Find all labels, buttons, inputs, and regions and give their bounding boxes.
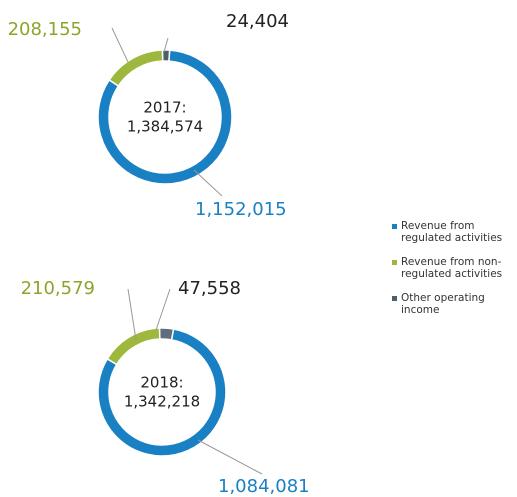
leader-line [197, 439, 263, 475]
center-title: 2018: [140, 374, 183, 392]
data-label: 210,579 [21, 278, 95, 299]
leader-line [127, 288, 137, 341]
leader-line [155, 288, 171, 331]
data-label: 208,155 [8, 19, 82, 40]
leader-line [111, 27, 129, 63]
leader-line [163, 37, 169, 53]
leader-line [193, 169, 223, 197]
legend-item: Revenue from non-regulated activities [392, 256, 517, 280]
data-label: 1,084,081 [218, 476, 310, 497]
donut-segment [108, 49, 164, 88]
legend: Revenue from regulated activities Revenue… [392, 220, 517, 328]
data-label: 47,558 [178, 278, 241, 299]
center-total: 1,384,574 [127, 118, 203, 136]
center-total: 1,342,218 [124, 393, 200, 411]
legend-label: Revenue from regulated activities [401, 220, 503, 244]
data-label: 1,152,015 [195, 199, 287, 220]
legend-item: Other operating income [392, 292, 517, 316]
legend-swatch [392, 260, 397, 265]
data-label: 24,404 [226, 11, 289, 32]
legend-item: Revenue from regulated activities [392, 220, 517, 244]
legend-swatch [392, 296, 397, 301]
donut-segment [106, 327, 161, 366]
center-title: 2017: [143, 99, 186, 117]
legend-label: Other operating income [401, 292, 485, 316]
donut-segment [97, 49, 233, 185]
legend-label: Revenue from non-regulated activities [401, 256, 503, 280]
legend-swatch [392, 224, 397, 229]
